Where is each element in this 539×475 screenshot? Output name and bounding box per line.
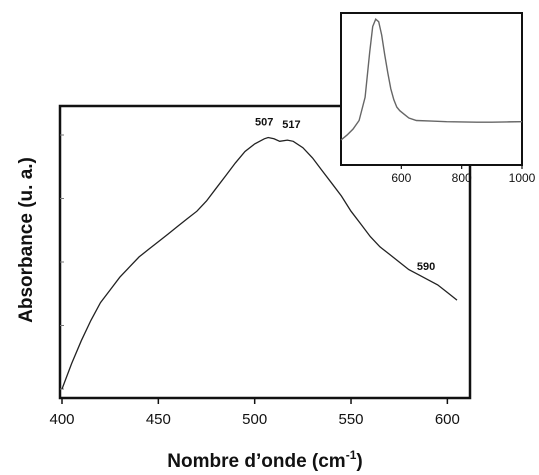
- x-tick-label: 600: [435, 411, 460, 428]
- inset-x-tick-label: 800: [452, 171, 472, 185]
- x-tick-label: 550: [339, 411, 364, 428]
- peak-label-507: 507: [255, 117, 273, 129]
- inset-x-tick-label: 1000: [509, 171, 536, 185]
- inset-chart: 600 800 1000: [340, 12, 536, 185]
- inset-x-tick-label: 600: [391, 171, 411, 185]
- inset-series-line: [340, 18, 523, 141]
- x-tick-label: 500: [242, 411, 267, 428]
- inset-background: [341, 13, 522, 165]
- y-axis-title: Absorbance (u. a.): [16, 157, 37, 323]
- inset-x-ticks: 600 800 1000: [391, 165, 536, 185]
- x-axis-title: Nombre d’onde (cm-1): [167, 448, 362, 472]
- peak-label-517: 517: [282, 119, 300, 131]
- x-axis-title-close: ): [356, 451, 362, 472]
- x-tick-label: 450: [146, 411, 171, 428]
- inset-plot-frame: [340, 12, 523, 166]
- peak-label-590: 590: [417, 261, 435, 273]
- main-y-ticks: [60, 134, 64, 390]
- main-plot-frame: [58, 104, 472, 400]
- main-x-ticks: 400 450 500 550 600: [49, 398, 460, 428]
- peak-labels: 507 517 590: [255, 117, 435, 273]
- x-tick-label: 400: [49, 411, 74, 428]
- main-chart: 400 450 500 550 600 507 517 590 Absorbance (u.…: [16, 104, 472, 472]
- main-series-line: [61, 136, 458, 390]
- x-axis-title-main: Nombre d’onde (cm: [167, 451, 345, 472]
- x-axis-title-superscript: -1: [346, 448, 357, 462]
